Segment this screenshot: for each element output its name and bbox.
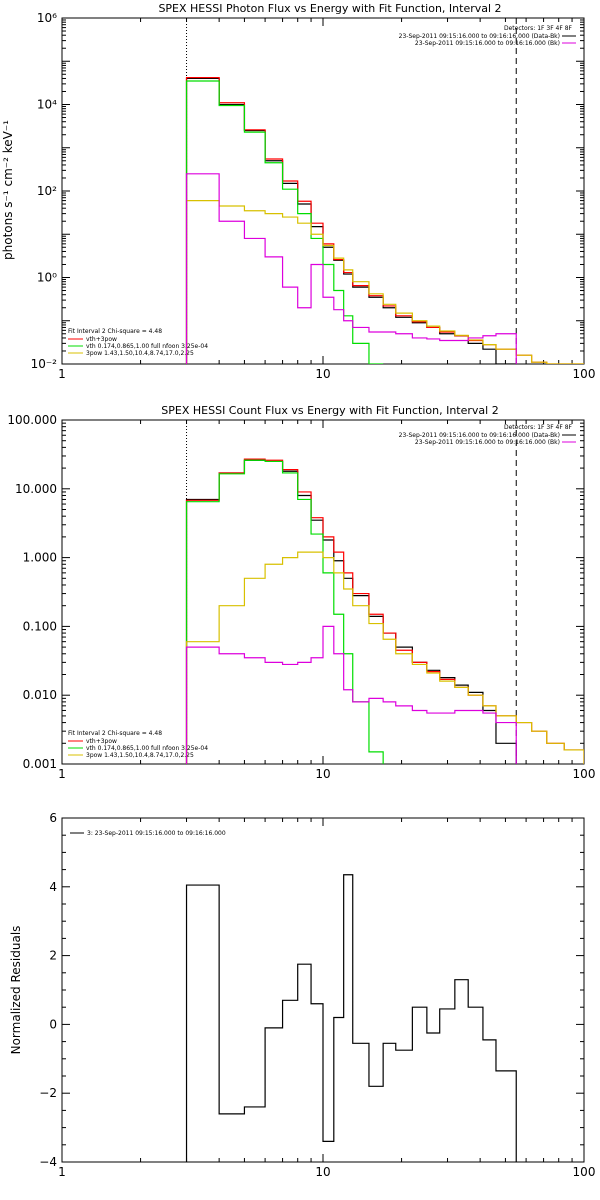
photon-x-tick-label: 10 <box>315 367 330 381</box>
residuals-x-tick-label: 100 <box>573 1165 596 1179</box>
photon-series-bk <box>185 173 517 364</box>
photon-legend-fit-header: Fit Interval 2 Chi-square = 4.48 <box>68 328 162 335</box>
photon-legend-left: Fit Interval 2 Chi-square = 4.48 vth+3po… <box>68 328 208 357</box>
count-legend-fit-header: Fit Interval 2 Chi-square = 4.48 <box>68 730 162 737</box>
count-x-tick-label: 1 <box>58 767 66 781</box>
count-series-bk <box>185 625 517 764</box>
photon-series-vth-3pow <box>185 76 584 364</box>
photon-axes-frame <box>61 17 585 365</box>
photon-y-tick-label: 10⁻² <box>31 357 58 371</box>
count-series-vth <box>185 459 384 764</box>
count-panel: SPEX HESSI Count Flux vs Energy with Fit… <box>7 404 595 781</box>
count-x-tick-label: 10 <box>315 767 330 781</box>
photon-y-tick-label: 10⁴ <box>37 98 57 112</box>
count-legend-header: Detectors: 1F 3F 4F 8F <box>504 424 573 431</box>
photon-y-tick-label: 10² <box>37 184 57 198</box>
photon-legend-databk: 23-Sep-2011 09:15:16.000 to 09:16:16.000… <box>399 33 560 40</box>
photon-legend-green: vth 0.174,0.865,1.00 full nfoon 3.25e-04 <box>86 343 208 350</box>
residuals-y-tick-label: −4 <box>39 1155 57 1169</box>
residuals-x-tick-label: 10 <box>315 1165 330 1179</box>
residuals-y-tick-label: −2 <box>39 1086 57 1100</box>
count-legend-bk: 23-Sep-2011 09:15:16.000 to 09:16:16.000… <box>415 439 560 446</box>
residuals-legend: 3: 23-Sep-2011 09:15:16.000 to 09:16:16.… <box>70 830 226 837</box>
photon-legend-yellow: 3pow 1.43,1.50,10.4,8.74,17.0,2.25 <box>86 350 194 357</box>
count-legend-databk: 23-Sep-2011 09:15:16.000 to 09:16:16.000… <box>399 432 560 439</box>
residuals-panel: Normalized Residuals 3: 23-Sep-2011 09:1… <box>9 811 595 1179</box>
count-legend-left: Fit Interval 2 Chi-square = 4.48 vth+3po… <box>68 730 208 759</box>
count-legend-red: vth+3pow <box>86 738 117 745</box>
photon-ylabel: photons s⁻¹ cm⁻² keV⁻¹ <box>1 120 15 260</box>
count-legend-green: vth 0.174,0.865,1.00 full nfoon 3.25e-04 <box>86 745 208 752</box>
count-axes-frame <box>61 419 585 765</box>
photon-legend-red: vth+3pow <box>86 336 117 343</box>
photon-x-tick-label: 1 <box>58 367 66 381</box>
count-series-3pow <box>185 551 584 764</box>
count-legend-right: Detectors: 1F 3F 4F 8F 23-Sep-2011 09:15… <box>399 424 576 446</box>
count-y-tick-label: 0.001 <box>23 757 57 771</box>
photon-legend-bk: 23-Sep-2011 09:15:16.000 to 09:16:16.000… <box>415 40 560 47</box>
photon-legend-header: Detectors: 1F 3F 4F 8F <box>504 25 573 32</box>
residuals-x-tick-label: 1 <box>58 1165 66 1179</box>
residuals-y-tick-label: 0 <box>49 1017 57 1031</box>
photon-title: SPEX HESSI Photon Flux vs Energy with Fi… <box>158 2 501 15</box>
count-y-tick-label: 1.000 <box>23 551 57 565</box>
count-series-vth-3pow <box>185 458 584 764</box>
count-y-tick-label: 100.000 <box>7 413 57 427</box>
photon-series-3pow <box>185 199 584 364</box>
photon-series-vth <box>185 80 384 364</box>
photon-x-tick-label: 100 <box>573 367 596 381</box>
residuals-ylabel: Normalized Residuals <box>9 926 23 1055</box>
residuals-legend-label: 3: 23-Sep-2011 09:15:16.000 to 09:16:16.… <box>87 830 226 837</box>
photon-y-tick-label: 10⁶ <box>37 11 57 25</box>
residuals-y-tick-label: 6 <box>49 811 57 825</box>
count-x-tick-label: 100 <box>573 767 596 781</box>
count-legend-yellow: 3pow 1.43,1.50,10.4,8.74,17.0,2.25 <box>86 752 194 759</box>
residuals-series-residuals <box>185 874 517 1162</box>
count-y-tick-label: 0.010 <box>23 688 57 702</box>
photon-y-tick-label: 10⁰ <box>37 271 57 285</box>
count-y-tick-label: 0.100 <box>23 619 57 633</box>
residuals-y-tick-label: 2 <box>49 949 57 963</box>
count-series-data-bk <box>185 459 517 764</box>
count-y-tick-label: 10.000 <box>15 482 57 496</box>
photon-legend-right: Detectors: 1F 3F 4F 8F 23-Sep-2011 09:15… <box>399 25 576 47</box>
photon-panel: SPEX HESSI Photon Flux vs Energy with Fi… <box>1 2 595 381</box>
count-title: SPEX HESSI Count Flux vs Energy with Fit… <box>161 404 498 417</box>
residuals-y-tick-label: 4 <box>49 880 57 894</box>
